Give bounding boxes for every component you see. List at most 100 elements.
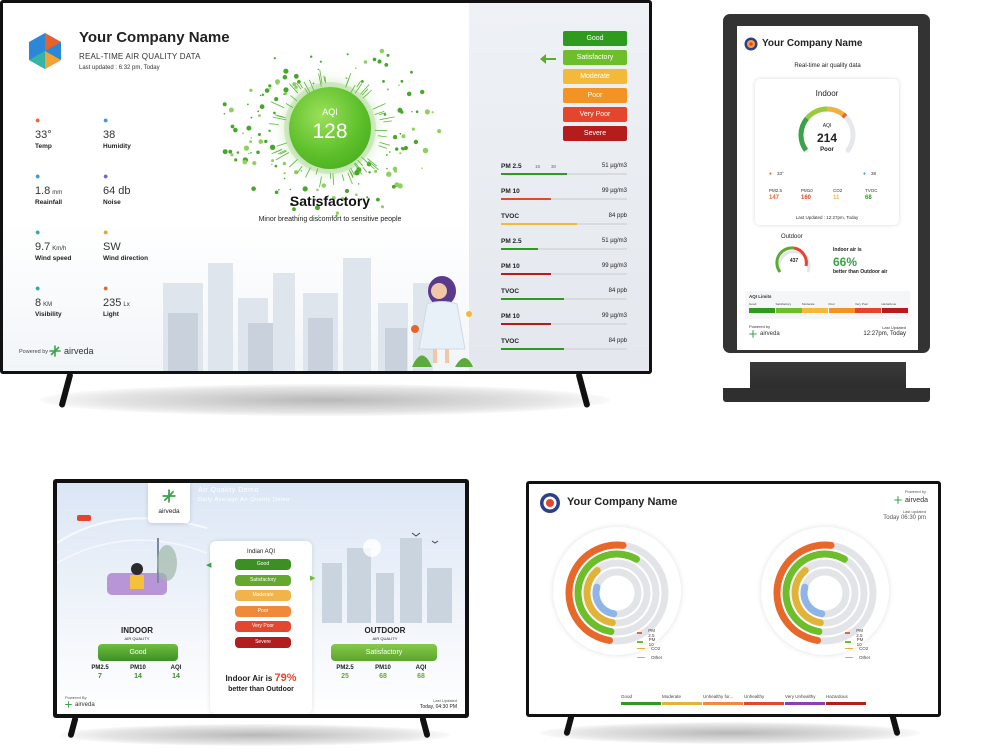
particle <box>256 150 260 155</box>
particle <box>374 169 378 173</box>
airveda-wordmark: airveda <box>158 508 180 515</box>
particle <box>249 140 252 143</box>
particle <box>243 145 250 151</box>
legend-item: PM 2.5 <box>845 628 866 638</box>
aqi-category-label: Unhealthy for... <box>703 694 734 699</box>
particle <box>394 182 400 188</box>
airveda-leaf-icon <box>162 489 176 503</box>
particle <box>389 151 391 153</box>
particle <box>246 125 252 131</box>
particle-ray <box>303 81 311 93</box>
particle <box>384 63 389 67</box>
last-updated-value: Today, 04:30 PM <box>419 704 457 710</box>
left-arrow-icon: ◀ <box>206 562 212 569</box>
pollutant-level-bar <box>501 248 538 250</box>
legend-item: CO2 <box>637 646 660 651</box>
particle <box>249 88 253 92</box>
indoor-aqi-value: 214 <box>816 131 838 145</box>
particle-ray <box>275 152 290 161</box>
pollutant-level-bar <box>501 273 552 275</box>
outdoor-aqi-value: 437 <box>789 258 799 264</box>
pollutant-track <box>501 248 627 250</box>
particle <box>397 107 403 113</box>
aqi-category-label: Good <box>621 694 633 699</box>
metric-value: 33° <box>35 129 115 141</box>
particle <box>300 170 302 172</box>
pollutant-name: TVOC <box>501 338 520 345</box>
airveda-wordmark: airveda <box>760 331 780 337</box>
legend-item: Other <box>637 655 662 660</box>
particle-ray <box>332 173 335 185</box>
metric-reainfall: ● 1.8 mm Reainfall <box>35 171 115 206</box>
particle-ray <box>272 116 287 121</box>
metric-value-number: 1.8 <box>35 185 51 197</box>
ring-other <box>592 583 618 618</box>
particle <box>424 109 430 115</box>
gauge-fill <box>841 112 848 119</box>
powered-by-label: Powered by <box>19 349 49 355</box>
indoor-card: Indoor AQI 214 Poor ● 33° ● 38 PM2.5 147 P… <box>755 79 899 225</box>
ring-pm-2.5 <box>773 541 835 644</box>
indoor-aqi-status: Poor <box>820 147 834 153</box>
pollutant-track <box>501 298 627 300</box>
particle-ray <box>354 162 361 170</box>
particle <box>411 127 415 131</box>
pollutant-track <box>501 273 627 275</box>
particle <box>335 214 338 217</box>
particle <box>411 111 413 113</box>
particle-ray <box>348 169 354 179</box>
pollutant-name: PM 2.5 <box>501 238 522 245</box>
airveda-logo: airveda <box>65 701 95 708</box>
reading-value: 68 <box>417 673 425 680</box>
reading-label: PM2.5 <box>336 665 354 671</box>
particle <box>282 74 288 80</box>
particle <box>392 134 398 140</box>
particle <box>355 67 357 69</box>
airveda-logo: airveda <box>894 496 928 504</box>
pollutant-level-bar <box>501 348 564 350</box>
aqi-category: Unhealthy <box>744 694 784 705</box>
reading-label: PM2.5 <box>91 665 109 671</box>
aqi-limit-label: Satisfactory <box>775 302 792 306</box>
reading-value: 68 <box>379 673 387 680</box>
reading-value: 25 <box>341 673 349 680</box>
pollutant-level-bar <box>501 298 564 300</box>
metric-label: Light <box>103 311 119 318</box>
sun-icon: ● <box>103 283 109 293</box>
aqi-label: AQI <box>322 107 338 117</box>
gauge-fill <box>805 106 828 121</box>
indian-aqi-poor: Poor <box>235 605 291 617</box>
particle <box>234 158 238 162</box>
particle-ray <box>270 101 285 109</box>
particle <box>289 202 294 206</box>
legend-label: PM 10 <box>856 637 864 647</box>
particle <box>247 103 249 106</box>
particle <box>386 53 390 57</box>
aqi-category-band <box>621 702 661 705</box>
pollutant-tick-label: 15 <box>535 164 541 169</box>
donut-card-left <box>553 527 681 655</box>
particle-ray <box>372 103 386 110</box>
indoor-title: Indoor <box>815 89 839 98</box>
metric-label: Noise <box>103 199 121 206</box>
particle <box>382 80 385 83</box>
particle <box>293 73 299 79</box>
particle <box>386 154 388 156</box>
last-updated-value: 12:27pm, Today <box>863 331 906 337</box>
particle <box>297 80 301 84</box>
particle <box>431 111 434 114</box>
particle <box>292 82 297 87</box>
particle <box>420 89 425 95</box>
particle-ray <box>350 84 356 94</box>
particle-ray <box>288 158 298 168</box>
aqi-category: Very Unhealthy <box>785 694 825 705</box>
legend-label: Other <box>859 655 871 660</box>
particle-ray <box>319 69 323 84</box>
particle <box>318 215 320 217</box>
particle <box>403 145 408 151</box>
particle-ray <box>362 89 372 99</box>
outdoor-title: OUTDOOR <box>364 626 406 635</box>
aqi-category-label: Very Unhealthy <box>785 694 816 699</box>
particle <box>315 205 320 211</box>
legend-swatch <box>845 632 851 634</box>
